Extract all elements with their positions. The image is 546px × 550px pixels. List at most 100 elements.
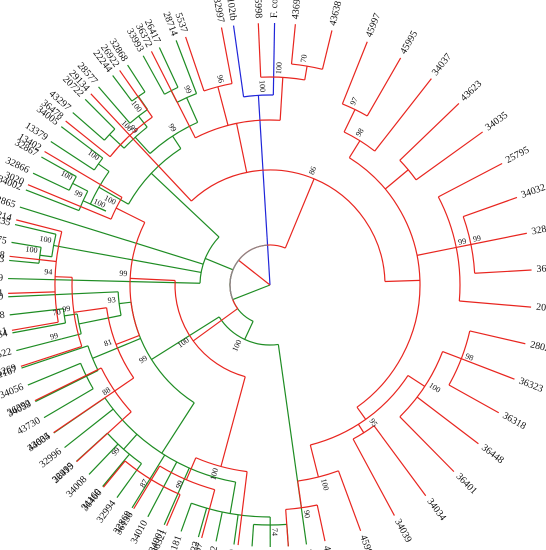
branch-arc xyxy=(174,280,246,378)
branch-segment xyxy=(279,77,284,121)
branch-segment xyxy=(448,384,500,414)
bootstrap-label: 99 xyxy=(167,122,179,134)
branch-arc xyxy=(129,222,146,336)
branch-segment xyxy=(272,23,276,96)
branch-segment xyxy=(123,433,138,450)
tip-label: 34034 xyxy=(424,496,448,523)
branch-segment xyxy=(146,153,192,202)
branch-segment xyxy=(64,313,78,317)
branch-arc xyxy=(399,351,444,418)
tip-label: 34039 xyxy=(392,517,414,544)
tip-label: 32175 xyxy=(302,549,316,550)
bootstrap-label: 100 xyxy=(230,338,243,353)
branch-segment xyxy=(197,508,208,538)
bootstrap-label: 99 xyxy=(472,233,482,243)
bootstrap-label: 100 xyxy=(59,168,74,181)
branch-segment xyxy=(11,241,42,248)
branch-segment xyxy=(309,444,319,478)
tip-label: 36575 xyxy=(0,232,7,247)
branch-segment xyxy=(237,471,248,546)
branch-segment xyxy=(82,200,107,212)
tip-label: 36323 xyxy=(517,376,544,395)
branch-segment xyxy=(112,75,133,102)
branch-segment xyxy=(134,136,151,154)
branch-segment xyxy=(73,307,107,313)
branch-segment xyxy=(399,103,460,161)
bootstrap-label: 100 xyxy=(39,234,52,245)
branch-segment xyxy=(39,254,52,258)
bootstrap-label: 99 xyxy=(128,123,140,135)
branch-arc xyxy=(71,277,83,347)
branch-arc xyxy=(109,116,153,158)
branch-segment xyxy=(266,237,271,286)
branch-segment xyxy=(20,345,82,367)
bootstrap-label: 98 xyxy=(354,127,366,139)
tip-label: 32994 xyxy=(95,498,119,525)
branch-segment xyxy=(399,416,455,473)
tip-label: 28029 xyxy=(529,339,546,355)
tip-label: 25795 xyxy=(504,145,531,166)
tip-label: 34010 xyxy=(129,519,150,546)
tip-label: 32865 xyxy=(0,193,17,211)
branch-segment xyxy=(16,338,63,352)
bootstrap-label: 100 xyxy=(92,197,107,210)
branch-segment xyxy=(25,189,80,212)
tip-label: 43730 xyxy=(15,415,42,437)
branch-segment xyxy=(60,126,104,159)
bootstrap-label: 87 xyxy=(138,478,150,490)
branch-segment xyxy=(337,470,362,532)
branch-segment xyxy=(127,64,146,93)
root-arc xyxy=(229,244,268,300)
branch-segment xyxy=(35,375,87,403)
tip-label: 32871 xyxy=(531,222,546,238)
branch-arc xyxy=(117,291,122,316)
branch-segment xyxy=(64,408,114,449)
tip-label: 45997 xyxy=(364,12,383,39)
branch-segment xyxy=(72,182,89,192)
branch-segment xyxy=(50,140,95,171)
branch-segment xyxy=(316,504,326,542)
tip-label: A102tb xyxy=(223,0,238,21)
branch-segment xyxy=(373,425,427,497)
branch-segment xyxy=(44,151,123,198)
branch-arc xyxy=(229,259,240,300)
branch-segment xyxy=(98,163,110,172)
bootstrap-label: 99 xyxy=(110,446,122,458)
branch-arc xyxy=(190,169,386,282)
branch-segment xyxy=(185,36,205,92)
branch-segment xyxy=(321,30,333,70)
tip-label: 20423 xyxy=(536,302,546,315)
branch-segment xyxy=(14,223,57,235)
branch-segment xyxy=(366,57,402,117)
branch-segment xyxy=(138,115,148,128)
branch-segment xyxy=(220,376,246,467)
branch-segment xyxy=(133,479,152,510)
bootstrap-label: 81 xyxy=(103,337,114,348)
tip-label: 43639 xyxy=(0,272,3,284)
branch-segment xyxy=(27,362,81,386)
bootstrap-label: 94 xyxy=(44,267,52,276)
branch-segment xyxy=(129,134,148,155)
branch-segment xyxy=(147,461,178,518)
branch-segment xyxy=(220,27,233,84)
bootstrap-label: 100 xyxy=(427,381,442,395)
branch-segment xyxy=(192,308,239,342)
tip-label: 34037 xyxy=(430,51,454,77)
branch-segment xyxy=(12,322,66,334)
tip-label: 36401 xyxy=(454,471,479,497)
branch-arc xyxy=(448,330,471,386)
branch-arc xyxy=(105,307,135,379)
branch-segment xyxy=(76,411,132,463)
branch-arc xyxy=(253,523,287,526)
tip-label: 43622 xyxy=(185,540,202,550)
branch-segment xyxy=(115,334,140,345)
branch-segment xyxy=(374,78,432,152)
tip-label: 43635 xyxy=(26,431,53,454)
branch-segment xyxy=(9,259,40,264)
branch-segment xyxy=(21,345,89,369)
branch-arc xyxy=(54,231,63,323)
branch-segment xyxy=(469,330,526,345)
bootstrap-label: 95 xyxy=(367,417,379,429)
tip-label: 43640 xyxy=(321,545,337,550)
